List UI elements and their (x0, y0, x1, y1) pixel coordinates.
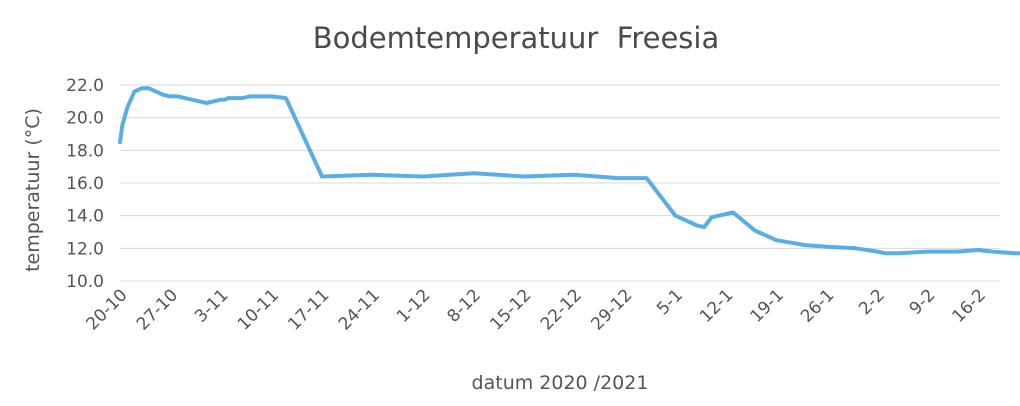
y-tick-label: 12.0 (66, 239, 104, 259)
x-tick-label: 2-2 (855, 285, 889, 319)
x-tick-label: 8-12 (444, 285, 485, 326)
x-tick-label: 24-11 (335, 285, 384, 334)
y-tick-labels: 10.0 12.0 14.0 16.0 18.0 20.0 22.0 (66, 76, 104, 292)
x-tick-labels: 20-10 27-10 3-11 10-11 17-11 24-11 1-12 8-12 15-… (82, 285, 989, 334)
y-tick-label: 14.0 (66, 207, 104, 227)
series-layer (118, 86, 1020, 256)
x-tick-label: 20-10 (82, 285, 131, 334)
x-tick-label: 5-1 (653, 285, 687, 319)
x-tick-label: 3-11 (191, 285, 232, 326)
series-line (118, 86, 1020, 256)
x-tick-label: 16-2 (948, 285, 989, 326)
y-axis-label: temperatuur (°C) (22, 108, 44, 272)
x-tick-label: 1-12 (393, 285, 434, 326)
chart-title: Bodemtemperatuur Freesia (313, 21, 720, 55)
x-tick-label: 12-1 (696, 285, 737, 326)
y-tick-label: 18.0 (66, 141, 104, 161)
x-tick-label: 19-1 (746, 285, 787, 326)
x-tick-label: 26-1 (797, 285, 838, 326)
y-tick-label: 20.0 (66, 109, 104, 129)
x-tick-label: 29-12 (587, 285, 636, 334)
x-tick-label: 22-12 (537, 285, 586, 334)
x-axis-label: datum 2020 /2021 (472, 372, 649, 394)
y-tick-label: 22.0 (66, 76, 104, 96)
x-tick-label: 10-11 (234, 285, 283, 334)
gridlines (120, 84, 1000, 282)
x-tick-label: 17-11 (284, 285, 333, 334)
x-tick-label: 15-12 (486, 285, 535, 334)
y-tick-label: 10.0 (66, 272, 104, 292)
y-tick-label: 16.0 (66, 174, 104, 194)
x-tick-label: 9-2 (906, 285, 940, 319)
x-tick-label: 27-10 (133, 285, 182, 334)
